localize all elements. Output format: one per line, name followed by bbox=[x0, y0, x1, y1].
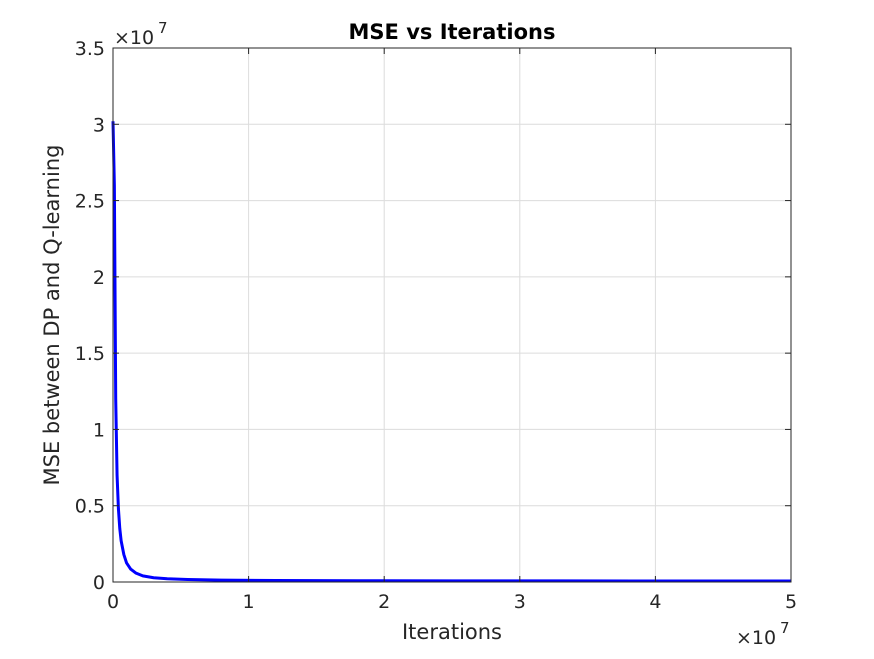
y-tick-labels: 0 0.5 1 1.5 2 2.5 3 3.5 bbox=[75, 38, 105, 594]
x-axis-multiplier: ×10 7 bbox=[736, 619, 790, 649]
x-tick-labels: 0 1 2 3 4 5 bbox=[107, 591, 797, 613]
y-multiplier-base: ×10 bbox=[114, 27, 154, 49]
y-tick-label: 0 bbox=[93, 572, 105, 594]
x-tick-label: 3 bbox=[514, 591, 526, 613]
plot-frame bbox=[112, 47, 792, 583]
data-layer bbox=[111, 121, 792, 583]
tick-marks bbox=[112, 47, 792, 583]
x-multiplier-base: ×10 bbox=[736, 627, 776, 649]
y-tick-label: 2.5 bbox=[75, 191, 105, 213]
y-tick-label: 1.5 bbox=[75, 343, 105, 365]
y-axis-label: MSE between DP and Q-learning bbox=[40, 145, 64, 486]
x-multiplier-exponent: 7 bbox=[780, 619, 790, 637]
y-tick-label: 2 bbox=[93, 267, 105, 289]
x-tick-label: 1 bbox=[243, 591, 255, 613]
y-axis-multiplier: ×10 7 bbox=[114, 19, 168, 49]
series-line bbox=[111, 121, 792, 583]
x-tick-label: 4 bbox=[649, 591, 661, 613]
x-tick-label: 2 bbox=[378, 591, 390, 613]
x-tick-label: 5 bbox=[785, 591, 797, 613]
y-tick-label: 3.5 bbox=[75, 38, 105, 60]
y-tick-label: 3 bbox=[93, 114, 105, 136]
y-tick-label: 0.5 bbox=[75, 496, 105, 518]
y-multiplier-exponent: 7 bbox=[158, 19, 168, 37]
x-axis-label: Iterations bbox=[402, 620, 502, 644]
chart-title: MSE vs Iterations bbox=[349, 20, 556, 44]
x-tick-label: 0 bbox=[107, 591, 119, 613]
plot-area bbox=[113, 48, 791, 582]
y-tick-label: 1 bbox=[93, 419, 105, 441]
